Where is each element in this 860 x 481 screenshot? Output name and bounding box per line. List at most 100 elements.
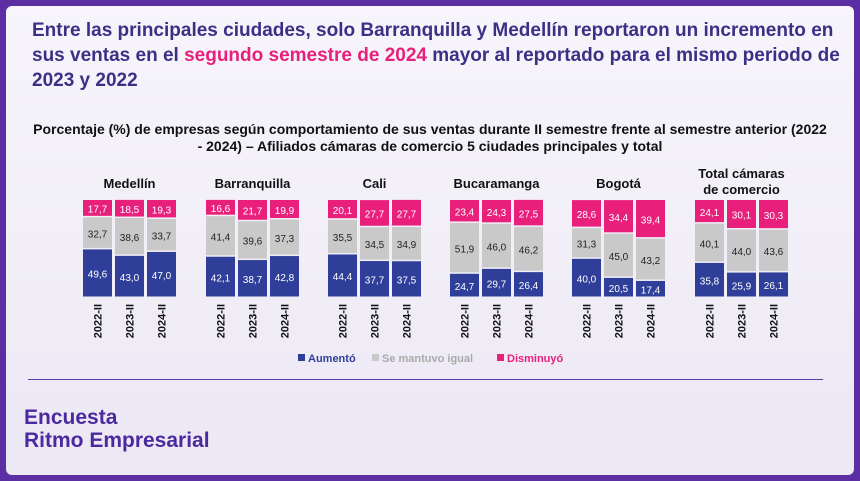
data-label-bucaramanga-2022-ii-aumento: 24,7 — [455, 282, 475, 293]
data-label-cali-2024-ii-aumento: 37,5 — [397, 276, 417, 287]
bar-bucaramanga-2023-ii-disminuyo — [482, 200, 511, 223]
brand-line2: Ritmo Empresarial — [24, 429, 210, 452]
data-label-bogota-2022-ii-se-mantuvo-igual: 31,3 — [577, 239, 597, 250]
data-label-bogota-2023-ii-aumento: 20,5 — [609, 284, 629, 295]
group-title-medellin: Medellín — [103, 176, 155, 191]
data-label-cali-2022-ii-disminuyo: 20,1 — [333, 206, 353, 217]
group-title-total-camaras-de-comercio-line2: de comercio — [703, 182, 780, 197]
data-label-barranquilla-2024-ii-se-mantuvo-igual: 37,3 — [275, 234, 295, 245]
bar-barranquilla-2023-ii-aumento — [238, 260, 267, 297]
bar-cali-2024-ii-aumento — [392, 261, 421, 297]
headline-highlight: segundo semestre de 2024 — [184, 45, 427, 66]
bar-bucaramanga-2022-ii-aumento — [450, 273, 479, 297]
data-label-barranquilla-2022-ii-se-mantuvo-igual: 41,4 — [211, 232, 231, 243]
tick-label-medellin-2023-ii: 2023-II — [125, 304, 137, 338]
tick-label-medellin-2024-ii: 2024-II — [157, 304, 169, 338]
group-title-cali: Cali — [363, 176, 387, 191]
bar-bucaramanga-2024-ii-aumento — [514, 272, 543, 297]
bar-total-camaras-de-comercio-2023-ii-aumento — [727, 272, 756, 297]
tick-label-total-camaras-de-comercio-2022-ii: 2022-II — [705, 304, 717, 338]
data-label-cali-2023-ii-se-mantuvo-igual: 34,5 — [365, 240, 385, 251]
legend-label-disminuyo: Disminuyó — [507, 353, 564, 365]
brand-logo: Encuesta Ritmo Empresarial — [24, 406, 210, 452]
data-label-medellin-2024-ii-disminuyo: 19,3 — [152, 205, 172, 216]
bar-total-camaras-de-comercio-2023-ii-disminuyo — [727, 200, 756, 228]
data-label-medellin-2024-ii-se-mantuvo-igual: 33,7 — [152, 231, 172, 242]
tick-label-barranquilla-2022-ii: 2022-II — [216, 304, 228, 338]
bar-bogota-2024-ii-aumento — [636, 280, 665, 297]
tick-label-cali-2022-ii: 2022-II — [338, 304, 350, 338]
bar-bogota-2022-ii-aumento — [572, 258, 601, 297]
data-label-medellin-2023-ii-aumento: 43,0 — [120, 273, 140, 284]
data-label-barranquilla-2024-ii-disminuyo: 19,9 — [275, 206, 295, 217]
headline-part1: Entre las principales ciudades, solo Bar… — [32, 20, 834, 66]
tick-label-medellin-2022-ii: 2022-II — [93, 304, 105, 338]
data-label-bogota-2022-ii-disminuyo: 28,6 — [577, 210, 597, 221]
data-label-barranquilla-2024-ii-aumento: 42,8 — [275, 273, 295, 284]
bar-bogota-2023-ii-se-mantuvo-igual — [604, 233, 633, 277]
group-title-bucaramanga: Bucaramanga — [454, 176, 541, 191]
data-label-barranquilla-2023-ii-disminuyo: 21,7 — [243, 207, 263, 218]
bar-bogota-2024-ii-disminuyo — [636, 200, 665, 238]
data-label-total-camaras-de-comercio-2024-ii-aumento: 26,1 — [764, 281, 784, 292]
bar-cali-2022-ii-disminuyo — [328, 200, 357, 219]
data-label-bucaramanga-2024-ii-se-mantuvo-igual: 46,2 — [519, 245, 539, 256]
data-label-barranquilla-2023-ii-se-mantuvo-igual: 39,6 — [243, 237, 263, 248]
bar-barranquilla-2022-ii-disminuyo — [206, 199, 235, 215]
bar-bucaramanga-2022-ii-disminuyo — [450, 200, 479, 222]
data-label-bogota-2023-ii-se-mantuvo-igual: 45,0 — [609, 252, 629, 263]
headline-part2: mayor al reportado para el mismo periodo… — [32, 45, 840, 91]
data-label-bogota-2024-ii-se-mantuvo-igual: 43,2 — [641, 256, 661, 267]
tick-label-bucaramanga-2024-ii: 2024-II — [524, 304, 536, 338]
data-label-bogota-2023-ii-disminuyo: 34,4 — [609, 213, 629, 224]
bar-total-camaras-de-comercio-2023-ii-se-mantuvo-igual — [727, 229, 756, 272]
group-title-total-camaras-de-comercio-line1: Total cámaras — [698, 166, 784, 181]
tick-label-bogota-2022-ii: 2022-II — [582, 304, 594, 338]
bar-cali-2024-ii-se-mantuvo-igual — [392, 227, 421, 260]
tick-label-cali-2023-ii: 2023-II — [370, 304, 382, 338]
bar-bucaramanga-2023-ii-se-mantuvo-igual — [482, 223, 511, 268]
legend-swatch-se-mantuvo-igual — [372, 354, 379, 361]
bar-cali-2023-ii-se-mantuvo-igual — [360, 227, 389, 260]
data-label-bucaramanga-2022-ii-se-mantuvo-igual: 51,9 — [455, 244, 475, 255]
bar-cali-2024-ii-disminuyo — [392, 199, 421, 226]
data-label-total-camaras-de-comercio-2023-ii-aumento: 25,9 — [732, 281, 752, 292]
bar-medellin-2024-ii-se-mantuvo-igual — [147, 218, 176, 251]
bar-medellin-2023-ii-disminuyo — [115, 199, 144, 217]
bar-medellin-2024-ii-disminuyo — [147, 200, 176, 218]
bar-bogota-2024-ii-se-mantuvo-igual — [636, 238, 665, 280]
data-label-cali-2022-ii-aumento: 44,4 — [333, 272, 353, 283]
divider-line — [28, 379, 823, 380]
bar-bogota-2022-ii-se-mantuvo-igual — [572, 228, 601, 258]
chart-title: Porcentaje (%) de empresas según comport… — [33, 121, 827, 154]
data-label-bucaramanga-2023-ii-aumento: 29,7 — [487, 279, 507, 290]
data-label-medellin-2022-ii-se-mantuvo-igual: 32,7 — [88, 229, 108, 240]
bar-total-camaras-de-comercio-2024-ii-disminuyo — [759, 200, 788, 229]
data-label-cali-2023-ii-aumento: 37,7 — [365, 276, 385, 287]
legend-label-se-mantuvo-igual: Se mantuvo igual — [382, 353, 473, 365]
bar-cali-2023-ii-disminuyo — [360, 200, 389, 226]
data-label-medellin-2022-ii-disminuyo: 17,7 — [88, 205, 108, 216]
bar-total-camaras-de-comercio-2022-ii-disminuyo — [695, 200, 724, 223]
data-label-barranquilla-2022-ii-aumento: 42,1 — [211, 273, 231, 284]
data-label-total-camaras-de-comercio-2024-ii-se-mantuvo-igual: 43,6 — [764, 247, 784, 258]
data-label-cali-2023-ii-disminuyo: 27,7 — [365, 210, 385, 221]
tick-label-total-camaras-de-comercio-2024-ii: 2024-II — [769, 304, 781, 338]
bar-barranquilla-2024-ii-aumento — [270, 256, 299, 297]
legend-swatch-disminuyo — [497, 354, 504, 361]
tick-label-barranquilla-2023-ii: 2023-II — [248, 304, 260, 338]
data-label-bogota-2024-ii-disminuyo: 39,4 — [641, 215, 661, 226]
tick-label-bucaramanga-2023-ii: 2023-II — [492, 304, 504, 338]
data-label-medellin-2022-ii-aumento: 49,6 — [88, 270, 108, 281]
bar-medellin-2022-ii-disminuyo — [83, 200, 112, 216]
tick-label-bogota-2023-ii: 2023-II — [614, 304, 626, 338]
bar-barranquilla-2023-ii-disminuyo — [238, 200, 267, 220]
tick-label-bucaramanga-2022-ii: 2022-II — [460, 304, 472, 338]
bar-barranquilla-2024-ii-disminuyo — [270, 200, 299, 219]
data-label-bucaramanga-2023-ii-se-mantuvo-igual: 46,0 — [487, 242, 507, 253]
bar-total-camaras-de-comercio-2022-ii-aumento — [695, 262, 724, 297]
bar-medellin-2022-ii-se-mantuvo-igual — [83, 217, 112, 248]
data-label-bucaramanga-2024-ii-disminuyo: 27,5 — [519, 209, 539, 220]
data-label-barranquilla-2023-ii-aumento: 38,7 — [243, 275, 263, 286]
